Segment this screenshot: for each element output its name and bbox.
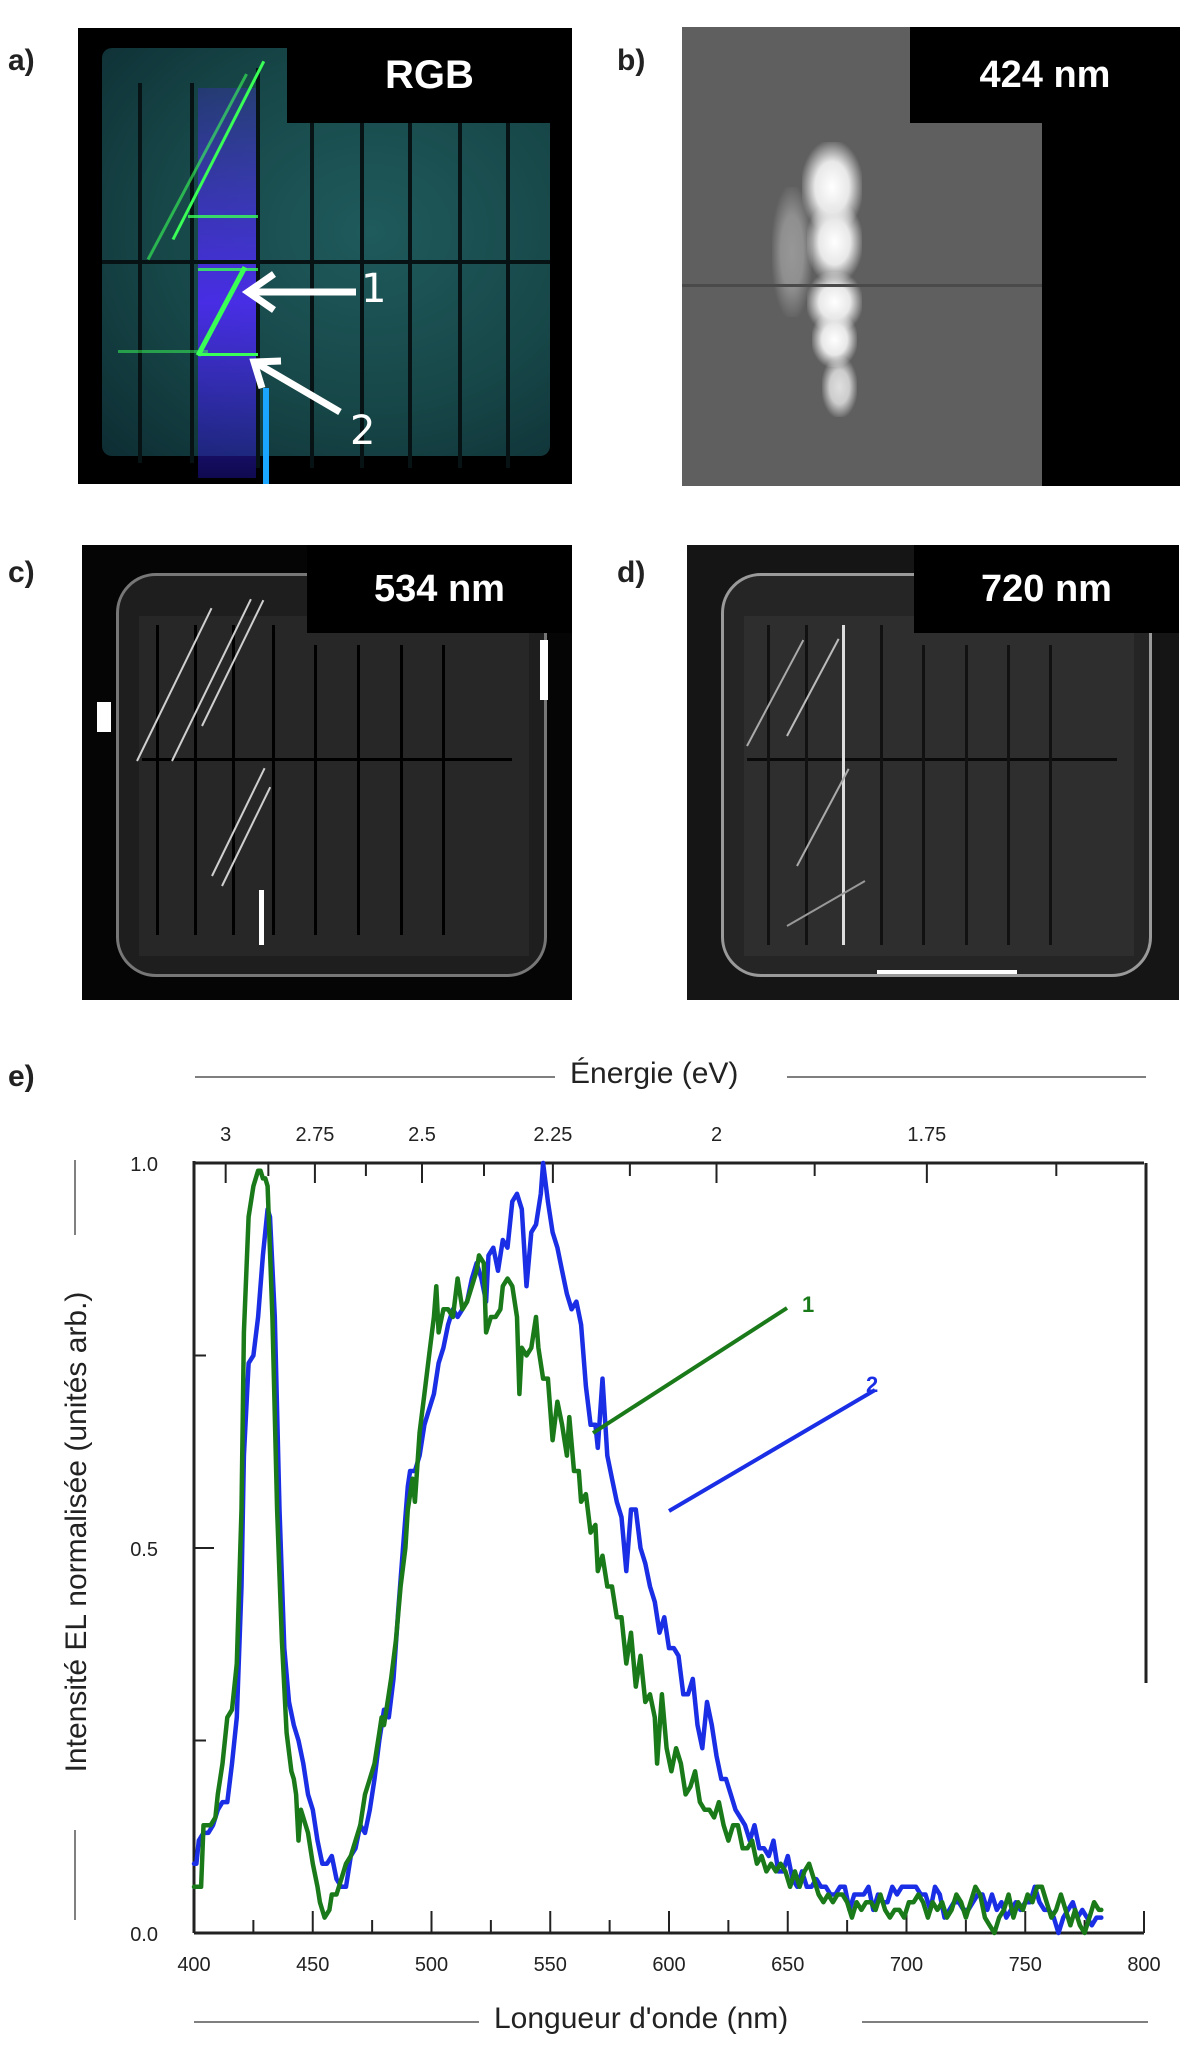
x2-tick-label: 2.5 bbox=[408, 1124, 436, 1146]
bottom-axis-title: Longueur d'onde (nm) bbox=[494, 2002, 789, 2035]
grid-finger bbox=[314, 645, 317, 935]
x-tick-label: 500 bbox=[415, 1954, 448, 1976]
x2-tick-label: 3 bbox=[220, 1124, 231, 1146]
grid-finger bbox=[194, 625, 197, 935]
grid-finger bbox=[842, 625, 845, 945]
x2-tick-label: 2 bbox=[711, 1124, 722, 1146]
grid-finger bbox=[357, 645, 360, 935]
energy-axis-label: Énergie (eV) bbox=[570, 1057, 739, 1090]
x-tick-label: 400 bbox=[177, 1954, 210, 1976]
x2-tick-label: 1.75 bbox=[907, 1124, 946, 1146]
bright-edge bbox=[97, 702, 111, 732]
grid-finger bbox=[232, 625, 235, 935]
panel-letter-d: d) bbox=[617, 556, 646, 589]
chart-axes: 400 450 500 550 600 650 700 750 800 0.0 0.5 1.0 3 2.7… bbox=[74, 1076, 1161, 2023]
solar-cell-outline bbox=[721, 573, 1152, 977]
grid-finger bbox=[767, 625, 770, 945]
busbar bbox=[102, 260, 550, 264]
x-tick-label: 750 bbox=[1009, 1954, 1042, 1976]
x-tick-label: 650 bbox=[771, 1954, 804, 1976]
crack-line bbox=[198, 268, 258, 271]
y-tick-label: 0.5 bbox=[130, 1539, 158, 1561]
panel-letter-e: e) bbox=[8, 1060, 35, 1093]
grid-finger bbox=[506, 118, 510, 468]
grid-finger bbox=[1007, 645, 1010, 945]
arrow-2-head bbox=[249, 357, 282, 390]
bright-spot bbox=[822, 357, 857, 417]
chart-annotations: 12 bbox=[591, 1292, 878, 1513]
blue-emission-band bbox=[198, 88, 256, 478]
solar-cell-surface bbox=[139, 616, 529, 956]
grid-finger bbox=[442, 645, 445, 935]
image-label-534nm: 534 nm bbox=[307, 545, 572, 633]
arrows-overlay bbox=[241, 271, 356, 416]
y-tick-label: 1.0 bbox=[130, 1154, 158, 1176]
panel-letter-a: a) bbox=[8, 44, 35, 77]
grid-finger bbox=[360, 118, 364, 468]
x-tick-label: 700 bbox=[890, 1954, 923, 1976]
image-label-424nm: 424 nm bbox=[910, 27, 1180, 123]
el-image-534nm: 534 nm bbox=[82, 545, 572, 1000]
x-tick-label: 600 bbox=[652, 1954, 685, 1976]
leader-line-1 bbox=[591, 1306, 789, 1435]
grid-finger bbox=[880, 625, 883, 945]
grid-finger bbox=[922, 645, 925, 945]
leader-line-2 bbox=[667, 1388, 877, 1513]
series-label-1: 1 bbox=[802, 1292, 814, 1317]
solar-cell-outline bbox=[116, 573, 547, 977]
x2-tick-label: 2.75 bbox=[295, 1124, 334, 1146]
grid-finger bbox=[1049, 645, 1052, 945]
y-axis-title: Intensité EL normalisée (unités arb.) bbox=[60, 1291, 93, 1773]
bright-spot bbox=[807, 202, 862, 282]
grid-finger bbox=[156, 625, 159, 935]
grid-finger bbox=[408, 118, 412, 468]
grid-finger bbox=[400, 645, 403, 935]
panel-letter-c: c) bbox=[8, 556, 35, 589]
series-label-2: 2 bbox=[866, 1372, 878, 1397]
image-label-720nm: 720 nm bbox=[914, 545, 1179, 633]
grid-finger bbox=[458, 118, 462, 468]
grid-finger bbox=[256, 68, 260, 468]
faint-crack-glow bbox=[772, 187, 812, 317]
el-image-720nm: 720 nm bbox=[687, 545, 1179, 1000]
busbar bbox=[682, 284, 1042, 287]
series-line-2 bbox=[191, 1160, 1104, 1936]
cyan-emission-line bbox=[263, 388, 269, 484]
crack-line bbox=[118, 350, 208, 353]
grid-finger bbox=[965, 645, 968, 945]
grid-finger bbox=[805, 625, 808, 945]
bright-edge bbox=[540, 640, 548, 700]
solar-cell-surface bbox=[744, 616, 1134, 956]
x-tick-label: 800 bbox=[1127, 1954, 1160, 1976]
panel-letter-b: b) bbox=[617, 44, 646, 77]
x-tick-label: 550 bbox=[534, 1954, 567, 1976]
chart-series bbox=[191, 1160, 1104, 1936]
grid-finger bbox=[138, 83, 142, 463]
busbar bbox=[747, 758, 1117, 761]
crack-line bbox=[188, 215, 258, 218]
grid-finger bbox=[272, 625, 275, 935]
bright-edge bbox=[877, 970, 1017, 974]
bright-edge bbox=[259, 890, 264, 945]
el-image-424nm: 424 nm bbox=[682, 27, 1180, 486]
crack-line bbox=[198, 353, 258, 356]
busbar bbox=[142, 758, 512, 761]
y-tick-label: 0.0 bbox=[130, 1924, 158, 1946]
series-line-1 bbox=[191, 1168, 1104, 1936]
arrow-label-1: 1 bbox=[361, 266, 387, 312]
arrow-1-head bbox=[241, 271, 276, 313]
image-label-rgb: RGB bbox=[287, 28, 572, 123]
arrow-2-shaft bbox=[256, 360, 342, 416]
grid-finger bbox=[190, 83, 194, 463]
x2-tick-label: 2.25 bbox=[533, 1124, 572, 1146]
arrow-label-2: 2 bbox=[350, 408, 376, 454]
x-tick-label: 450 bbox=[296, 1954, 329, 1976]
rgb-el-image: 1 2 RGB bbox=[78, 28, 572, 484]
